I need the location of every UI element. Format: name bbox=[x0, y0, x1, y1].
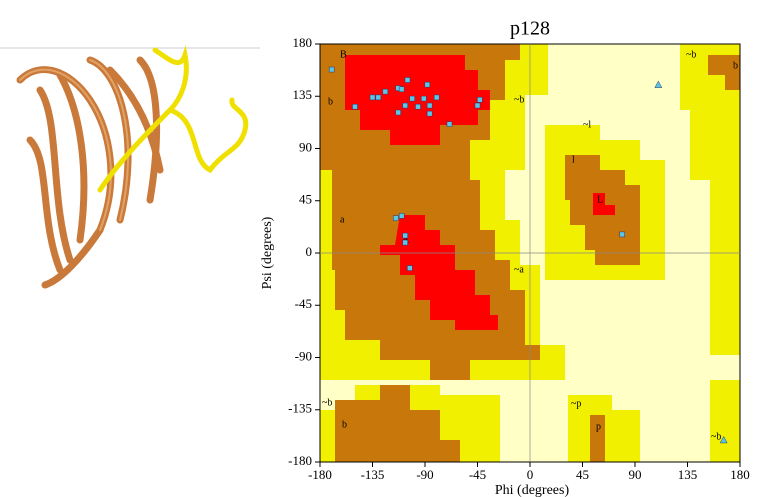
x-tick-label: 0 bbox=[527, 467, 534, 482]
point bbox=[410, 96, 415, 101]
chart-title: p128 bbox=[510, 18, 550, 40]
region-label: ~b bbox=[711, 431, 721, 442]
region-label: B bbox=[340, 49, 347, 60]
point bbox=[447, 122, 452, 127]
point bbox=[416, 104, 421, 109]
point bbox=[383, 89, 388, 94]
x-axis-label: Phi (degrees) bbox=[495, 483, 570, 497]
protein-ribbon bbox=[20, 50, 246, 285]
point bbox=[353, 104, 358, 109]
y-tick-label: 135 bbox=[293, 87, 313, 102]
point bbox=[403, 240, 408, 245]
y-tick-label: -90 bbox=[295, 348, 312, 363]
point bbox=[399, 213, 404, 218]
point bbox=[407, 266, 412, 271]
x-tick-label: 180 bbox=[730, 467, 750, 482]
y-tick-label: 90 bbox=[299, 139, 312, 154]
figure: p128 Phi (degrees) Psi (degrees) -180 -13… bbox=[0, 0, 759, 497]
x-tick-label: 135 bbox=[678, 467, 698, 482]
point bbox=[403, 103, 408, 108]
generous-region bbox=[710, 380, 740, 462]
region-label: b bbox=[328, 96, 333, 107]
point bbox=[425, 82, 430, 87]
y-tick-label: 0 bbox=[306, 244, 313, 259]
y-tick-label: -135 bbox=[288, 401, 312, 416]
x-tick-label: -180 bbox=[308, 467, 332, 482]
region-label: ~a bbox=[514, 264, 524, 275]
region-label: ~p bbox=[571, 398, 581, 409]
y-axis-label: Psi (degrees) bbox=[260, 216, 275, 289]
x-tick-label: 45 bbox=[576, 467, 589, 482]
y-tick-label: 180 bbox=[293, 35, 313, 50]
x-tick-label: -45 bbox=[469, 467, 486, 482]
y-tick-label: -45 bbox=[295, 296, 312, 311]
point bbox=[403, 233, 408, 238]
point bbox=[421, 96, 426, 101]
region-label: a bbox=[340, 214, 345, 225]
point bbox=[370, 95, 375, 100]
point bbox=[376, 95, 381, 100]
region-label: p bbox=[596, 421, 601, 432]
region-label: ~l bbox=[583, 119, 591, 130]
region-label: ~b bbox=[322, 397, 332, 408]
region-label: l bbox=[572, 154, 575, 165]
y-tick-label: 45 bbox=[299, 192, 312, 207]
x-tick-label: -135 bbox=[361, 467, 385, 482]
x-tick-label: 90 bbox=[629, 467, 642, 482]
region-label: b bbox=[733, 60, 738, 71]
point bbox=[620, 232, 625, 237]
point bbox=[434, 95, 439, 100]
region-label: b bbox=[342, 419, 347, 430]
y-tick-label: -180 bbox=[288, 453, 312, 468]
point bbox=[427, 103, 432, 108]
point bbox=[396, 110, 401, 115]
point bbox=[477, 97, 482, 102]
region-label: L bbox=[597, 194, 603, 205]
region-label: ~b bbox=[514, 94, 524, 105]
point bbox=[427, 111, 432, 116]
point bbox=[475, 103, 480, 108]
point bbox=[399, 87, 404, 92]
region-label: ~b bbox=[686, 49, 696, 60]
point bbox=[405, 77, 410, 82]
point bbox=[329, 67, 334, 72]
x-tick-label: -90 bbox=[416, 467, 433, 482]
point bbox=[393, 216, 398, 221]
